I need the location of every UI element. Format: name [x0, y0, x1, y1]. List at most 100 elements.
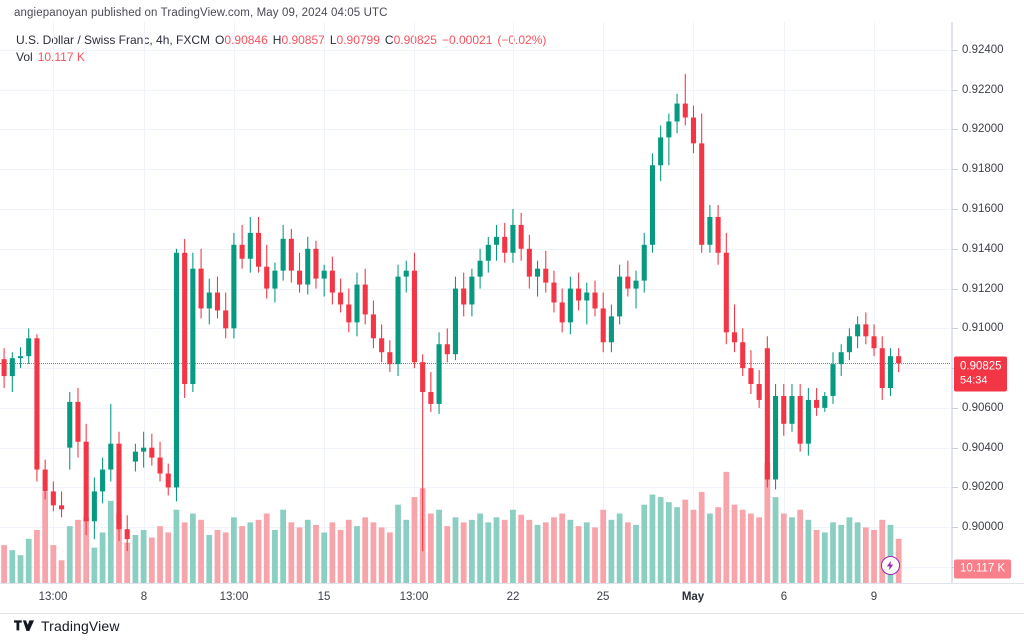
gridline-horizontal	[0, 248, 952, 250]
volume-bar	[830, 522, 836, 583]
volume-bar	[189, 513, 196, 583]
candle-body	[723, 252, 729, 333]
candle-body	[608, 316, 614, 343]
time-tick-label: 8	[140, 591, 148, 603]
volume-bar	[723, 471, 730, 583]
candle-body	[247, 232, 253, 259]
volume-bar	[592, 527, 598, 583]
volume-bar	[469, 519, 475, 583]
legend-ohlc-row: U.S. Dollar / Swiss Franc, 4h, FXCM O0.90…	[16, 32, 546, 49]
price-axis[interactable]: 0.92400 0.92200 0.92000 0.91800 0.91600 0.914…	[952, 22, 1024, 583]
candle-body	[354, 284, 360, 323]
candle-body	[370, 314, 376, 339]
legend-low-value: 0.90799	[336, 33, 380, 47]
candle-body	[75, 401, 81, 442]
last-price-value: 0.90825	[960, 360, 1002, 373]
volume-bar	[34, 529, 40, 583]
candle-body	[379, 338, 385, 353]
candle-body	[50, 491, 56, 506]
volume-bar	[140, 529, 147, 583]
legend-volume-value: 10.117 K	[37, 50, 85, 64]
candle-body	[428, 391, 434, 404]
volume-value-badge[interactable]: 10.117 K	[954, 559, 1012, 579]
candle-body	[822, 395, 828, 408]
gridline-vertical	[784, 22, 785, 583]
volume-bar	[862, 527, 869, 583]
candle-body	[674, 103, 680, 122]
legend-symbol[interactable]: U.S. Dollar / Swiss Franc, 4h, FXCM	[16, 33, 211, 47]
candle-body	[748, 368, 754, 385]
volume-bar	[272, 529, 278, 583]
legend-change-absolute: −0.00021	[441, 33, 493, 47]
volume-bar	[206, 535, 213, 583]
candle-body	[863, 324, 869, 337]
candle-body	[420, 362, 426, 392]
volume-bar	[403, 519, 410, 583]
volume-bar	[879, 519, 886, 583]
candle-body	[477, 260, 483, 277]
candle-body	[871, 336, 877, 349]
candle-body	[461, 288, 467, 305]
volume-bar	[690, 509, 697, 583]
volume-bar	[813, 529, 820, 583]
volume-bar	[797, 509, 804, 583]
price-tick-dash	[952, 328, 958, 330]
candle-body	[773, 395, 779, 480]
price-tick-dash	[952, 209, 958, 210]
volume-bar	[534, 524, 541, 583]
volume-bar	[321, 532, 328, 583]
price-tick-label: 0.90400	[962, 441, 1004, 454]
candle-body	[67, 401, 73, 448]
candle-body	[387, 352, 393, 365]
volume-bar	[345, 519, 352, 583]
volume-bar	[436, 509, 442, 583]
volume-bar	[542, 522, 549, 583]
candle-body	[896, 356, 902, 364]
volume-bar	[337, 529, 344, 583]
volume-bar	[731, 504, 738, 583]
legend-open-value: 0.90846	[224, 33, 268, 47]
volume-bar	[493, 517, 500, 583]
price-tick-dash	[952, 527, 958, 529]
volume-bar	[17, 555, 24, 583]
candle-body	[469, 276, 475, 305]
publish-attribution: angiepanoyan published on TradingView.co…	[14, 7, 388, 19]
last-price-badge[interactable]: 0.90825 54:34	[954, 356, 1007, 392]
volume-bar	[764, 463, 771, 583]
volume-bar	[304, 519, 311, 583]
candle-body	[116, 443, 122, 530]
volume-bar	[838, 524, 845, 583]
volume-bar	[181, 522, 188, 583]
gridline-horizontal	[0, 89, 952, 91]
candle-body	[280, 238, 286, 271]
time-tick-label: 6	[780, 591, 788, 603]
volume-bar	[173, 509, 180, 583]
alert-flash-icon[interactable]	[880, 556, 900, 575]
volume-bar	[99, 532, 106, 583]
time-axis[interactable]: 13:00 8 13:00 15 13:00 22 25 May 6 9	[0, 583, 1024, 614]
volume-bar	[600, 509, 607, 583]
candle-body	[264, 266, 270, 289]
price-tick-label: 0.91600	[962, 203, 1004, 215]
volume-bar	[674, 507, 680, 583]
volume-bar	[665, 502, 672, 583]
legend-volume-row: Vol 10.117 K	[16, 49, 546, 66]
candle-body	[600, 308, 606, 343]
volume-bar	[116, 513, 122, 583]
candle-body	[740, 342, 746, 369]
volume-bar	[821, 532, 828, 583]
tradingview-logo: TradingView	[14, 618, 120, 634]
candle-body	[34, 338, 40, 470]
candle-body	[764, 348, 770, 480]
volume-bar	[255, 519, 262, 583]
time-tick-label: 25	[596, 591, 610, 603]
chart-plot-area[interactable]	[0, 22, 952, 583]
candle-body	[17, 356, 24, 359]
candle-body	[108, 443, 114, 470]
candle-body	[182, 252, 188, 385]
candle-body	[682, 103, 688, 118]
candle-body	[707, 216, 713, 245]
candle-body	[535, 268, 541, 277]
volume-bar	[518, 514, 525, 583]
